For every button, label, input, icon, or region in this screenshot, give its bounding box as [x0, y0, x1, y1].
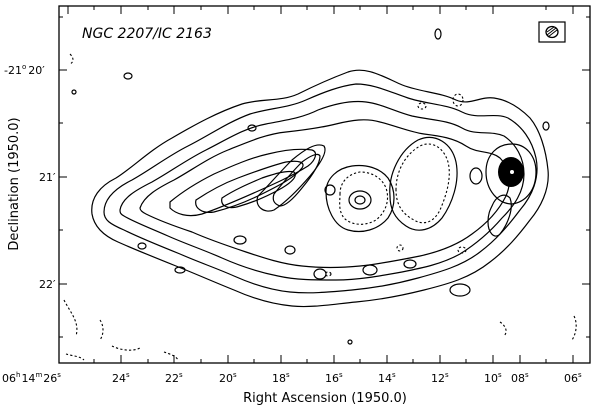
x-tick-label: 24s — [112, 371, 130, 385]
contour-neg-blob — [324, 271, 332, 277]
y-tick-label: -21o 20′ — [4, 63, 45, 77]
x-tick-label: 16s — [325, 371, 343, 385]
x-axis-label: Right Ascension (1950.0) — [243, 391, 407, 406]
contour-blob — [324, 184, 336, 196]
x-tick-label: 14s — [378, 371, 396, 385]
x-tick-label: 20s — [219, 371, 237, 385]
contour-arm-1 — [169, 148, 317, 217]
contour-blob — [362, 264, 378, 276]
contour-level-3 — [119, 100, 525, 281]
noise-contour — [69, 53, 74, 65]
contour-west-1 — [485, 143, 537, 205]
y-tick-labels: -21o 20′ 21′ 22′ — [4, 63, 56, 291]
contour-blob — [284, 245, 296, 255]
contour-arm-3 — [221, 170, 296, 209]
contour-neg-blob — [452, 93, 464, 107]
bright-knot-center — [510, 170, 514, 174]
contour-neg-blob — [396, 244, 404, 252]
x-tick-label: 18s — [272, 371, 290, 385]
contour-core-1 — [325, 164, 395, 233]
contour-arm-2 — [195, 160, 304, 213]
contour-blob — [123, 72, 133, 80]
plot-frame — [58, 5, 591, 364]
noise-contour — [63, 299, 78, 337]
contour-ring — [389, 136, 458, 231]
contour-blob — [313, 268, 327, 280]
contour-blob — [137, 242, 147, 250]
contour-blob — [403, 259, 417, 269]
contour-arm-4 — [256, 144, 326, 212]
x-tick-label: 12s — [431, 371, 449, 385]
y-tick-label: 21′ — [39, 171, 56, 184]
contour-blob — [542, 121, 550, 131]
contour-blob — [347, 339, 353, 345]
contour-level-2 — [103, 83, 538, 294]
contour-blob — [71, 89, 77, 95]
noise-contour — [99, 319, 104, 341]
x-tick-label: 22s — [165, 371, 183, 385]
noise-contour — [163, 351, 179, 361]
plot-title: NGC 2207/IC 2163 — [82, 26, 212, 42]
contour-neg-blob — [457, 246, 467, 254]
contour-blob — [247, 124, 257, 132]
x-tick-label: 10s — [484, 371, 502, 385]
contour-outer — [91, 69, 549, 308]
noise-contour — [571, 315, 577, 341]
beam-ellipse-marker — [538, 21, 566, 43]
x-tick-label: 06s — [564, 371, 582, 385]
contour-core-inner-2 — [354, 195, 366, 205]
contour-arm-5 — [272, 153, 321, 207]
x-tick-label: 08s — [511, 371, 529, 385]
contour-blob — [434, 28, 442, 40]
contour-core-negative — [339, 171, 389, 225]
contour-core-inner-1 — [348, 190, 372, 210]
y-tick-label: 22′ — [39, 278, 56, 291]
y-axis-label: Declination (1950.0) — [7, 117, 22, 250]
contour-blob — [233, 235, 247, 245]
contour-ring-negative — [395, 143, 450, 224]
contour-blob — [174, 266, 186, 274]
noise-contour — [65, 353, 85, 361]
x-tick-label: 06h14m26s — [2, 371, 61, 385]
contour-map — [63, 28, 577, 361]
noise-contour — [111, 345, 141, 351]
contour-blob — [469, 167, 483, 185]
tick-marks — [58, 6, 590, 363]
contour-west-2 — [487, 194, 512, 237]
contour-neg-blob — [417, 102, 427, 110]
contour-blob — [449, 283, 471, 297]
noise-contour — [499, 321, 507, 337]
x-tick-labels: 06h14m26s 24s 22s 20s 18s 16s 14s 12s 10… — [2, 371, 582, 385]
